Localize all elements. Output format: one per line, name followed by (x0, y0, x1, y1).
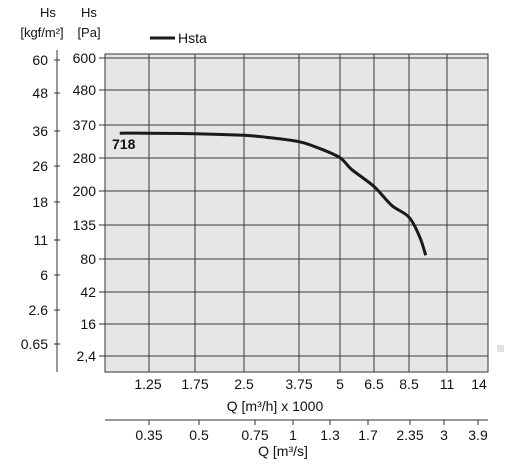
pa-tick-label: 370 (73, 117, 97, 133)
legend: Hsta (150, 30, 207, 46)
kgf-axis-name: Hs (40, 5, 56, 20)
x-m3s-tick-label: 1.7 (358, 427, 378, 443)
pa-tick-label: 80 (80, 251, 96, 267)
x-axis-m3s-ticks: 0.35 0.5 0.75 1 1.3 1.7 2.35 3 3.9 (135, 420, 488, 443)
x-m3h-tick-label: 5 (336, 376, 344, 392)
kgf-tick-label: 6 (40, 267, 48, 283)
pa-axis-name: Hs (81, 5, 97, 20)
x-m3s-tick-label: 0.5 (189, 427, 209, 443)
kgf-axis-unit: [kgf/m²] (20, 25, 63, 40)
pa-tick-label: 135 (73, 217, 97, 233)
x-m3h-tick-label: 2.5 (234, 376, 254, 392)
kgf-tick-label: 18 (32, 194, 48, 210)
pa-tick-label: 42 (80, 284, 96, 300)
curve-point-label: 718 (112, 136, 136, 152)
pa-axis-unit: [Pa] (77, 25, 100, 40)
x-m3h-tick-label: 3.75 (285, 376, 312, 392)
pa-tick-label: 280 (73, 150, 97, 166)
kgf-axis-ticks: 60 48 36 26 18 11 6 2.6 0.65 (21, 52, 60, 352)
x-m3h-tick-label: 8.5 (399, 376, 419, 392)
legend-label-hsta: Hsta (178, 30, 207, 46)
plot-area (104, 53, 489, 373)
kgf-tick-label: 36 (32, 123, 48, 139)
pa-tick-label: 600 (73, 50, 97, 66)
kgf-tick-label: 0.65 (21, 336, 48, 352)
kgf-tick-label: 2.6 (29, 302, 49, 318)
grid (105, 54, 488, 372)
x-m3h-tick-label: 1.75 (181, 376, 208, 392)
y-axis-headers: Hs [kgf/m²] Hs [Pa] (20, 5, 100, 40)
x-m3h-tick-label: 11 (440, 376, 455, 392)
kgf-tick-label: 48 (32, 85, 48, 101)
x-m3s-tick-label: 1.3 (320, 427, 340, 443)
x-m3s-tick-label: 3.9 (468, 427, 488, 443)
series-line-hsta (119, 131, 428, 256)
pa-tick-label: 200 (73, 183, 97, 199)
pa-axis-ticks: 600 480 370 280 200 135 80 42 16 2,4 (73, 50, 105, 364)
x-m3h-tick-label: 6.5 (364, 376, 384, 392)
kgf-tick-label: 26 (32, 158, 48, 174)
x-axis-m3h-ticks: 1.25 1.75 2.5 3.75 5 6.5 8.5 11 14 (134, 376, 487, 392)
x-m3s-tick-label: 0.35 (135, 427, 162, 443)
kgf-tick-label: 11 (33, 232, 48, 248)
x-m3s-tick-label: 2.35 (396, 427, 423, 443)
x-m3h-tick-label: 1.25 (134, 376, 161, 392)
x-axis-m3s-label: Q [m³/s] (258, 443, 308, 459)
pa-tick-label: 16 (80, 316, 96, 332)
x-m3s-tick-label: 3 (440, 427, 448, 443)
pa-tick-label: 480 (73, 82, 97, 98)
x-m3s-tick-label: 1 (289, 427, 297, 443)
pa-tick-label: 2,4 (77, 348, 97, 364)
kgf-tick-label: 60 (32, 52, 48, 68)
x-m3s-tick-label: 0.75 (241, 427, 268, 443)
edge-mark (497, 345, 504, 352)
x-axis-m3h-label: Q [m³/h] x 1000 (227, 398, 324, 414)
x-m3h-tick-label: 14 (471, 376, 487, 392)
